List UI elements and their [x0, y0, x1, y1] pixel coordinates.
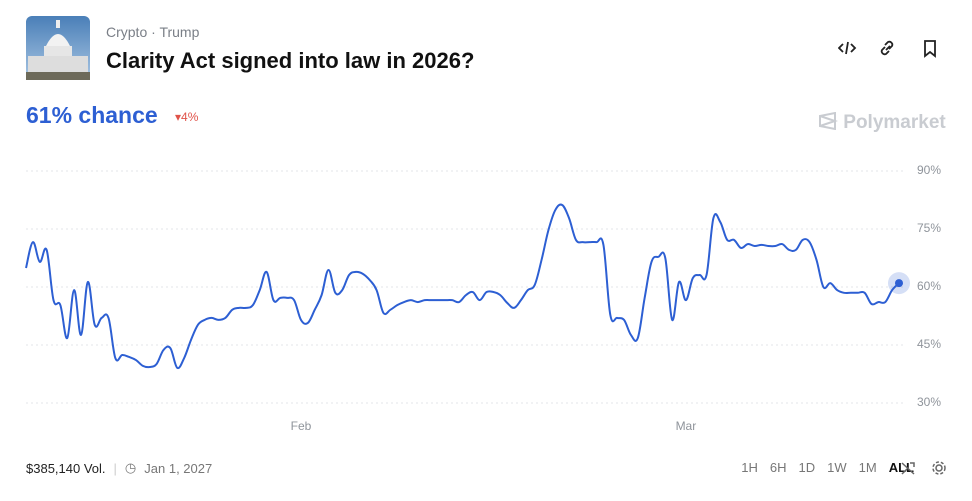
y-tick-label: 90%: [917, 163, 941, 177]
market-title: Clarity Act signed into law in 2026?: [106, 48, 475, 73]
tag[interactable]: Trump: [159, 24, 200, 40]
x-tick-label: Mar: [676, 419, 697, 433]
y-tick-label: 60%: [917, 279, 941, 293]
actions: [838, 40, 936, 58]
chart: 30% 45% 60% 75% 90% Feb Mar: [25, 163, 941, 433]
expand-icon[interactable]: [901, 462, 915, 475]
category[interactable]: Crypto: [106, 24, 148, 40]
last-point: [895, 279, 903, 288]
link-icon[interactable]: [880, 40, 894, 56]
brand-logo: [819, 111, 839, 131]
change: ▾4%: [175, 110, 199, 124]
range-button[interactable]: 6H: [769, 460, 787, 475]
settings-icon[interactable]: [935, 464, 943, 472]
change-value: 4%: [181, 110, 199, 124]
range-button[interactable]: 1D: [798, 460, 816, 475]
price-line: [25, 203, 900, 370]
volume: $385,140 Vol.: [26, 460, 106, 476]
range-selector: 1H 6H 1D 1W 1M ALL: [741, 460, 914, 475]
y-tick-label: 45%: [917, 337, 941, 351]
y-tick-label: 75%: [917, 221, 941, 235]
y-tick-label: 30%: [917, 395, 941, 409]
breadcrumb: Crypto · Trump: [106, 24, 200, 40]
market-image: [26, 16, 90, 80]
x-tick-label: Feb: [291, 419, 312, 433]
chart-tools: [901, 461, 946, 475]
range-button[interactable]: 1H: [741, 460, 758, 475]
end-date: Jan 1, 2027: [144, 460, 213, 476]
brand: Polymarket: [818, 111, 946, 134]
range-button[interactable]: 1M: [858, 460, 877, 475]
range-button[interactable]: ALL: [888, 460, 914, 475]
range-button[interactable]: 1W: [827, 460, 847, 475]
bookmark-icon[interactable]: [924, 40, 936, 58]
embed-icon[interactable]: [838, 41, 857, 55]
chance: 61% chance: [26, 102, 158, 128]
footer: $385,140 Vol. | ◷ Jan 1, 2027: [26, 460, 213, 476]
brand-name: Polymarket: [843, 112, 946, 133]
